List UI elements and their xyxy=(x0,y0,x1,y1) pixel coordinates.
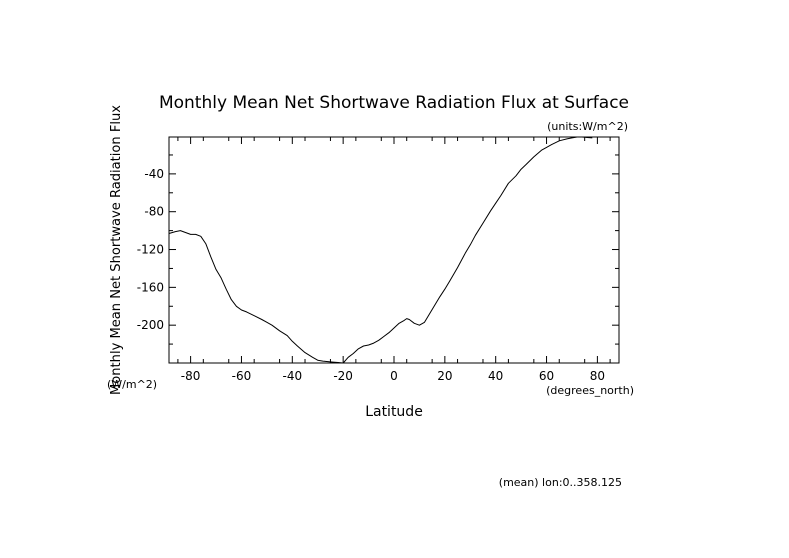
x-tick-label: 60 xyxy=(539,369,554,383)
x-tick-label: 80 xyxy=(590,369,605,383)
chart-title: Monthly Mean Net Shortwave Radiation Flu… xyxy=(159,93,629,113)
y-axis-label: Monthly Mean Net Shortwave Radiation Flu… xyxy=(109,105,124,395)
y-tick-label: -80 xyxy=(144,205,164,219)
x-tick-label: 20 xyxy=(437,369,452,383)
y-units-label: (W/m^2) xyxy=(107,378,157,391)
x-tick-label: -20 xyxy=(333,369,353,383)
x-tick-label: -80 xyxy=(181,369,201,383)
x-tick-label: 0 xyxy=(390,369,398,383)
axes xyxy=(168,136,620,364)
y-tick-label: -40 xyxy=(144,167,164,181)
x-tick-labels: -80 -60 -40 -20 0 20 40 60 80 xyxy=(181,369,605,383)
y-tick-labels: -40 -80 -120 -160 -200 xyxy=(137,167,164,332)
x-axis-label: Latitude xyxy=(365,404,423,420)
units-label: (units:W/m^2) xyxy=(547,120,628,133)
x-tick-label: 40 xyxy=(488,369,503,383)
footnote: (mean) lon:0..358.125 xyxy=(499,476,622,489)
plot-frame xyxy=(168,136,620,364)
series-line-0 xyxy=(168,136,593,364)
x-tick-label: -60 xyxy=(232,369,252,383)
series-lines xyxy=(168,136,593,364)
x-tick-label: -40 xyxy=(283,369,303,383)
y-tick-label: -120 xyxy=(137,243,164,257)
tick-marks xyxy=(169,137,619,363)
y-tick-label: -160 xyxy=(137,280,164,294)
y-tick-label: -200 xyxy=(137,318,164,332)
x-units-label: (degrees_north) xyxy=(546,384,634,397)
